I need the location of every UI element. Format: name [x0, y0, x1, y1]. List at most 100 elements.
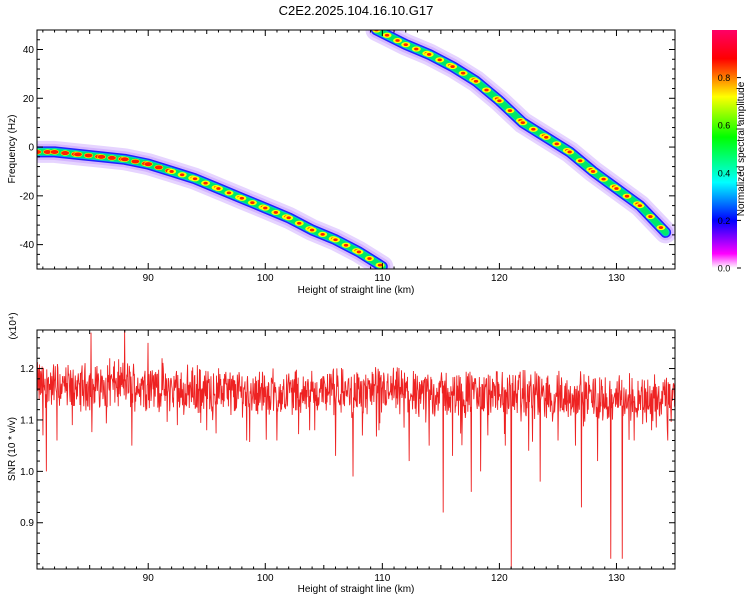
spectrogram-peak	[414, 47, 419, 51]
spectrogram-peak	[648, 215, 653, 218]
spectrogram-x-ticks: 90 100 110 120 130	[42, 30, 676, 284]
spectrogram-peak	[43, 149, 52, 154]
spectrogram-peak	[450, 65, 455, 68]
spectrogram-peak	[567, 150, 572, 154]
colorbar-label: Normalized spectral amplitude	[736, 81, 747, 216]
spectrogram-peak	[97, 154, 106, 159]
spectrogram-y-label: Frequency (Hz)	[7, 115, 18, 184]
spectrogram-peak	[437, 58, 442, 62]
snr-x-label: Height of straight line (km)	[298, 584, 415, 595]
x-tick-label: 90	[143, 573, 155, 584]
spectrogram-peak	[590, 170, 596, 173]
spectrogram-peak	[250, 201, 255, 205]
spectrogram-peak	[384, 33, 390, 37]
spectrogram-x-label: Height of straight line (km)	[298, 285, 415, 296]
colorbar-tick-label: 0.4	[718, 168, 731, 178]
colorbar-tick-label: 0.8	[718, 73, 731, 83]
spectrogram-peak	[61, 151, 70, 156]
spectrogram-peak	[144, 162, 153, 167]
spectrogram-tracks	[37, 30, 675, 269]
spectrogram-peak	[426, 52, 432, 56]
colorbar: 0.0 0.2 0.4 0.6 0.8 Normalized spectral ampl…	[712, 30, 747, 274]
spectrogram-peak	[658, 226, 664, 229]
x-tick-label: 100	[257, 273, 274, 284]
spectrogram-peak	[286, 216, 291, 220]
spectrogram-peak	[239, 196, 245, 200]
spectrogram-peak	[637, 204, 643, 207]
spectrogram-peak	[216, 187, 221, 190]
spectrogram-peak	[203, 181, 208, 185]
x-tick-label: 110	[374, 573, 390, 584]
snr-line	[37, 330, 675, 569]
colorbar-tick-label: 0.2	[718, 216, 731, 226]
spectrogram-peak	[507, 109, 513, 113]
spectrogram-peak	[107, 155, 116, 160]
spectrogram-peak	[333, 238, 338, 242]
spectrogram-peak	[395, 39, 400, 42]
spectrogram-peak	[497, 99, 502, 103]
spectrogram-peak	[309, 228, 315, 232]
y-tick-label: -20	[20, 191, 35, 202]
chart-title: C2E2.2025.104.16.10.G17	[279, 3, 434, 18]
snr-background	[37, 330, 675, 569]
spectrogram-peak	[367, 257, 372, 260]
spectrogram-peak	[73, 152, 82, 157]
spectrogram-peak	[377, 263, 383, 267]
snr-y-label: SNR (10 * v/v)	[7, 417, 18, 481]
spectrogram-peak	[131, 159, 140, 164]
x-tick-label: 120	[491, 273, 508, 284]
snr-y-ticks: 0.9 1.0 1.1 1.2	[20, 337, 675, 565]
spectrogram-peak	[343, 243, 349, 247]
colorbar-ticks: 0.0 0.2 0.4 0.6 0.8	[718, 73, 741, 274]
spectrogram-peak	[192, 177, 198, 181]
spectrogram-peak	[473, 79, 479, 83]
snr-multiplier: (x10⁴)	[8, 312, 19, 339]
spectrogram-peak	[614, 187, 619, 190]
spectrogram-peak	[577, 159, 583, 163]
spectrogram-peak	[154, 165, 163, 170]
colorbar-gradient	[712, 30, 737, 268]
y-tick-label: -40	[20, 240, 35, 251]
snr-series	[37, 330, 675, 569]
x-tick-label: 90	[143, 273, 155, 284]
x-tick-label: 100	[257, 573, 274, 584]
spectrogram-track-2	[365, 30, 675, 244]
spectrogram-peak	[356, 250, 362, 254]
spectrogram-peak	[297, 221, 302, 225]
x-tick-label: 110	[374, 273, 390, 284]
spectrogram-peak	[179, 173, 185, 177]
spectrogram-peak	[226, 191, 232, 195]
spectrogram-peak	[120, 157, 129, 162]
spectrogram-peak	[320, 232, 325, 236]
snr-x-ticks: 90 100 110 120 130	[42, 330, 676, 584]
spectrogram-track-1	[37, 140, 394, 269]
spectrogram-peak	[273, 211, 279, 214]
x-tick-label: 130	[608, 273, 625, 284]
spectrogram-peak	[50, 149, 59, 154]
colorbar-tick-label: 0.0	[718, 264, 731, 274]
spectrogram-frame	[36, 29, 676, 270]
y-tick-label: 1.2	[20, 364, 34, 375]
x-tick-label: 120	[491, 573, 508, 584]
spectrogram-peak	[169, 170, 174, 173]
spectrogram-peak	[544, 135, 549, 139]
spectrogram-panel: 90 100 110 120 130 -40 -20 0 20 40 Height of str…	[7, 29, 676, 296]
spectrogram-peak	[531, 127, 536, 131]
y-tick-label: 1.0	[20, 467, 34, 478]
spectrogram-peak	[601, 177, 606, 181]
y-tick-label: 0.9	[20, 518, 34, 529]
spectrogram-peak	[263, 206, 268, 210]
colorbar-tick-label: 0.6	[718, 121, 731, 131]
y-tick-label: 40	[23, 45, 35, 56]
spectrogram-peak	[403, 43, 408, 47]
spectrogram-peak	[624, 194, 630, 198]
y-tick-label: 0	[28, 143, 34, 154]
x-tick-label: 130	[608, 573, 625, 584]
spectrogram-peak	[520, 121, 526, 125]
snr-panel: 90 100 110 120 130 0.9 1.0 1.1 1.2 Height of st…	[7, 312, 676, 595]
spectrogram-y-ticks: -40 -20 0 20 40	[20, 39, 675, 265]
spectrogram-peak	[460, 71, 466, 75]
spectrogram-peak	[37, 149, 41, 154]
snr-frame	[36, 329, 676, 570]
